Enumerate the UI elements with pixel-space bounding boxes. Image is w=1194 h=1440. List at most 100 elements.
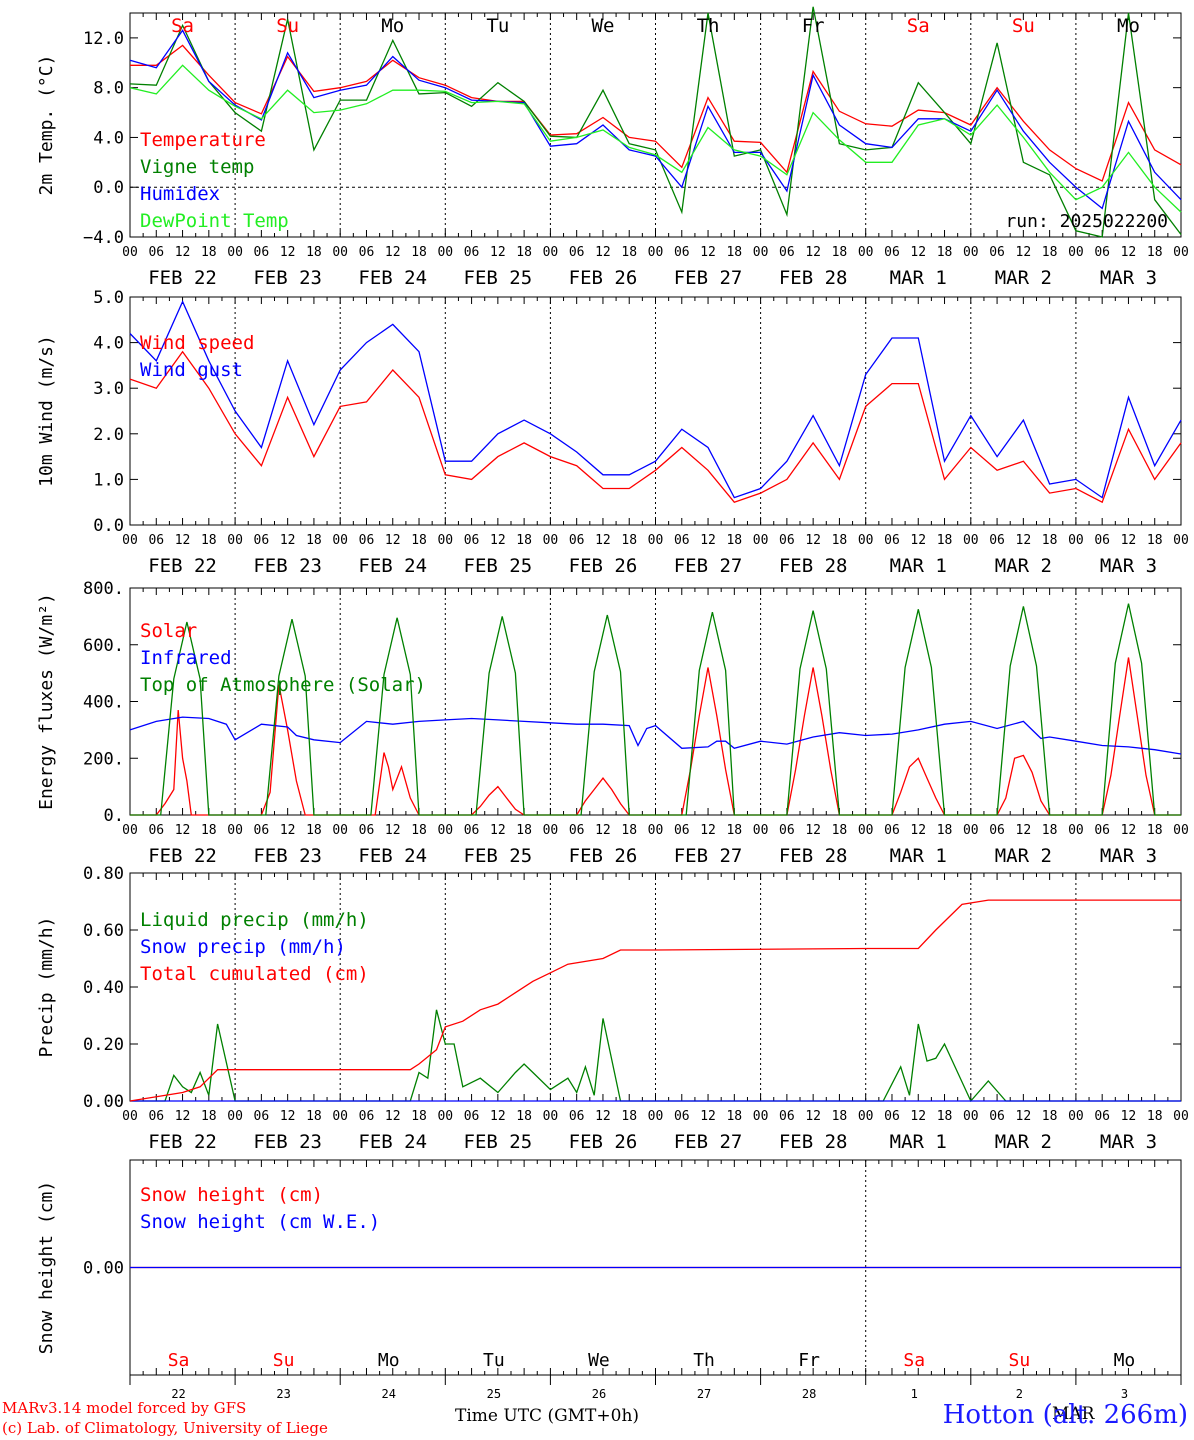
hour-tick-label: 00	[963, 1109, 979, 1124]
legend-entry: Wind gust	[140, 359, 243, 381]
model-credit: MARv3.14 model forced by GFS	[2, 1399, 247, 1417]
date-label: MAR 1	[890, 555, 947, 577]
hour-tick-label: 06	[1094, 533, 1110, 548]
hour-tick-label: 18	[516, 1109, 532, 1124]
y-tick-label: 1.0	[93, 470, 124, 490]
hour-tick-label: 12	[805, 533, 821, 548]
hour-tick-label: 00	[648, 823, 664, 838]
day-number: 23	[276, 1387, 290, 1401]
hour-tick-label: 00	[543, 823, 559, 838]
y-tick-label: 4.0	[93, 128, 124, 148]
hour-tick-label: 12	[1016, 533, 1032, 548]
y-tick-label: 0.0	[93, 516, 124, 536]
hour-tick-label: 06	[254, 1109, 270, 1124]
day-name: Mo	[1117, 15, 1140, 37]
hour-tick-label: 06	[464, 245, 480, 260]
hour-tick-label: 00	[963, 823, 979, 838]
y-axis-label: 10m Wind (m/s)	[36, 335, 57, 487]
hour-tick-label: 00	[227, 823, 243, 838]
hour-tick-label: 18	[726, 533, 742, 548]
hour-tick-label: 12	[1121, 245, 1137, 260]
y-tick-label: 800.	[83, 579, 124, 599]
hour-tick-label: 12	[490, 823, 506, 838]
date-label: FEB 23	[253, 267, 322, 289]
hour-tick-label: 00	[648, 533, 664, 548]
hour-tick-label: 00	[753, 533, 769, 548]
date-label: FEB 27	[674, 267, 743, 289]
hour-tick-label: 06	[359, 245, 375, 260]
run-annotation: run: 2025022200	[1005, 211, 1168, 232]
hour-tick-label: 00	[437, 533, 453, 548]
date-label: MAR 3	[1100, 845, 1157, 867]
hour-tick-label: 12	[490, 1109, 506, 1124]
day-number: 25	[487, 1387, 501, 1401]
y-axis-label: Snow height (cm)	[36, 1181, 57, 1354]
day-name: Fr	[802, 15, 825, 37]
legend-entry: Solar	[140, 620, 197, 642]
y-tick-label: 0.0	[93, 178, 124, 198]
hour-tick-label: 18	[1042, 1109, 1058, 1124]
series-line	[129, 64, 1182, 213]
hour-tick-label: 06	[569, 823, 585, 838]
hour-tick-label: 00	[332, 533, 348, 548]
hour-tick-label: 12	[385, 823, 401, 838]
y-tick-label: 2.0	[93, 425, 124, 445]
panel-frame	[129, 296, 1182, 526]
hour-tick-label: 00	[648, 245, 664, 260]
hour-tick-label: 18	[726, 1109, 742, 1124]
hour-tick-label: 06	[148, 245, 164, 260]
hour-tick-label: 00	[753, 1109, 769, 1124]
hour-tick-label: 12	[805, 245, 821, 260]
date-label: FEB 22	[148, 555, 217, 577]
date-label: MAR 3	[1100, 555, 1157, 577]
hour-tick-label: 18	[937, 533, 953, 548]
day-name: Fr	[798, 1350, 820, 1371]
hour-tick-label: 12	[175, 533, 191, 548]
series-line	[129, 29, 1182, 210]
hour-tick-label: 00	[122, 823, 138, 838]
hour-tick-label: 00	[543, 245, 559, 260]
hour-tick-label: 18	[201, 823, 217, 838]
day-number: 26	[592, 1387, 606, 1401]
legend-entry: Liquid precip (mm/h)	[140, 909, 369, 931]
hour-tick-label: 06	[359, 823, 375, 838]
hour-tick-label: 06	[359, 1109, 375, 1124]
hour-tick-label: 12	[1121, 533, 1137, 548]
hour-tick-label: 12	[385, 245, 401, 260]
series-line	[129, 899, 1181, 1102]
hour-tick-label: 00	[858, 533, 874, 548]
hour-tick-label: 12	[700, 245, 716, 260]
hour-tick-label: 00	[753, 823, 769, 838]
y-tick-label: 0.20	[83, 1035, 124, 1055]
hour-tick-label: 00	[858, 823, 874, 838]
date-label: MAR 3	[1100, 1131, 1157, 1153]
hour-tick-label: 06	[674, 823, 690, 838]
hour-tick-label: 00	[1173, 823, 1189, 838]
hour-tick-label: 12	[805, 1109, 821, 1124]
hour-tick-label: 06	[254, 245, 270, 260]
hour-tick-label: 06	[464, 533, 480, 548]
hour-tick-label: 12	[595, 245, 611, 260]
date-label: MAR 1	[890, 845, 947, 867]
date-label: MAR 2	[995, 845, 1052, 867]
day-number: 24	[382, 1387, 396, 1401]
hour-tick-label: 12	[280, 1109, 296, 1124]
legend-entry: Vigne temp	[140, 156, 254, 178]
y-tick-label: 0.00	[83, 1092, 124, 1112]
hour-tick-label: 18	[726, 245, 742, 260]
lab-credit: (c) Lab. of Climatology, University of L…	[2, 1419, 328, 1437]
hour-tick-label: 12	[1016, 1109, 1032, 1124]
series-line	[129, 350, 1182, 504]
y-tick-label: 4.0	[93, 334, 124, 354]
hour-tick-label: 00	[122, 245, 138, 260]
hour-tick-label: 06	[1094, 1109, 1110, 1124]
date-label: MAR 3	[1100, 267, 1157, 289]
day-name: Sa	[168, 1350, 190, 1371]
hour-tick-label: 00	[543, 533, 559, 548]
day-name: Su	[1009, 1350, 1031, 1371]
hour-tick-label: 00	[332, 245, 348, 260]
hour-tick-label: 12	[1016, 823, 1032, 838]
hour-tick-label: 06	[989, 1109, 1005, 1124]
hour-tick-label: 12	[175, 1109, 191, 1124]
hour-tick-label: 18	[306, 533, 322, 548]
